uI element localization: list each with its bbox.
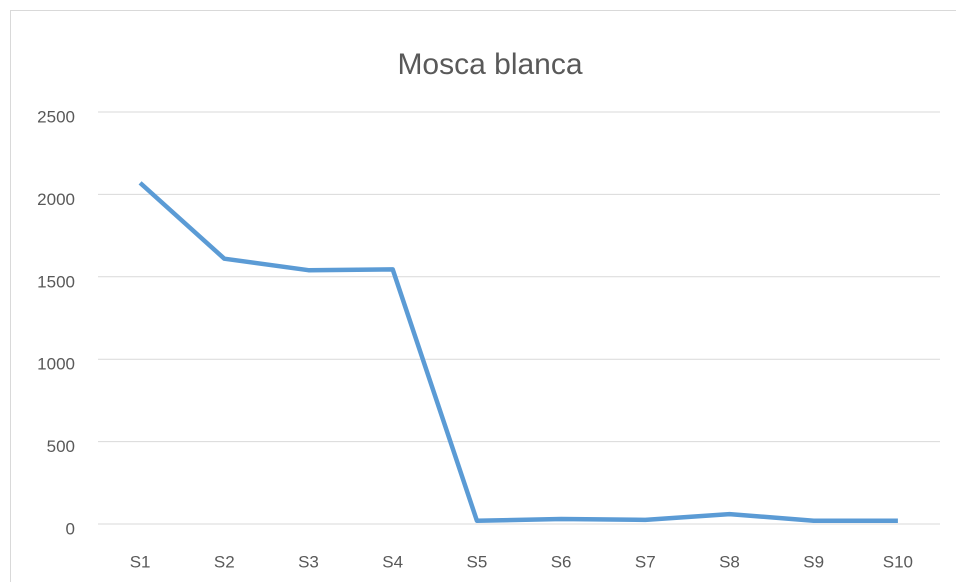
x-tick-label: S8 bbox=[719, 552, 740, 571]
y-tick-label: 1000 bbox=[37, 355, 75, 374]
y-tick-label: 1500 bbox=[37, 272, 75, 291]
x-tick-label: S4 bbox=[382, 552, 403, 571]
y-tick-label: 2000 bbox=[37, 190, 75, 209]
chart-title: Mosca blanca bbox=[397, 48, 582, 81]
x-tick-label: S7 bbox=[635, 552, 656, 571]
y-tick-label: 2500 bbox=[37, 107, 75, 126]
x-tick-label: S3 bbox=[298, 552, 319, 571]
y-tick-label: 0 bbox=[66, 519, 75, 538]
chart-frame bbox=[10, 10, 956, 582]
x-tick-label: S5 bbox=[467, 552, 488, 571]
x-tick-label: S2 bbox=[214, 552, 235, 571]
line bbox=[138, 181, 898, 523]
x-tick-label: S1 bbox=[130, 552, 151, 571]
x-tick-label: S9 bbox=[803, 552, 824, 571]
x-tick-label: S10 bbox=[883, 552, 913, 571]
y-tick-label: 500 bbox=[47, 437, 75, 456]
x-tick-label: S6 bbox=[551, 552, 572, 571]
